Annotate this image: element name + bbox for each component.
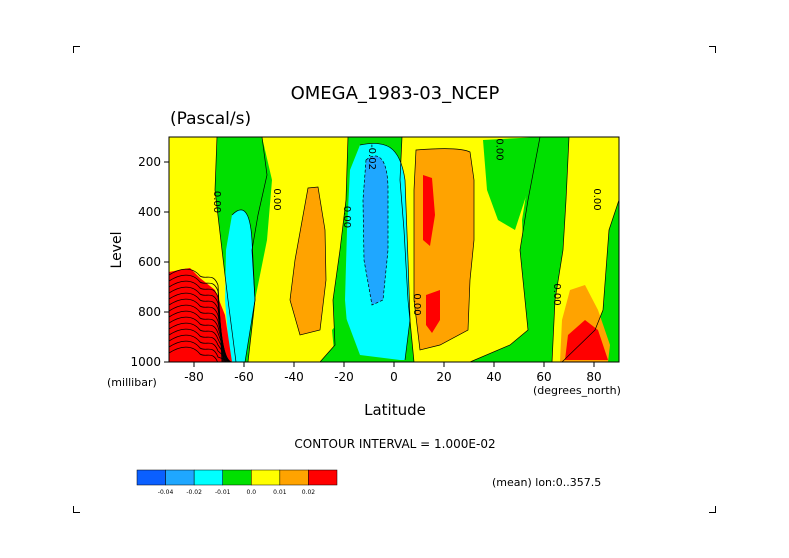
- chart-title: OMEGA_1983-03_NCEP: [291, 83, 500, 104]
- legend-label: 0.0: [247, 489, 257, 496]
- x-tick-label: 20: [436, 370, 451, 384]
- legend-label: -0.02: [186, 489, 202, 496]
- x-tick-label: -80: [184, 370, 204, 384]
- contour-label: 0.00: [411, 293, 422, 315]
- x-tick-label: 40: [486, 370, 501, 384]
- region-cyan-west: [225, 209, 255, 362]
- southwest-contour-line: [169, 292, 226, 362]
- x-tick-label: -60: [234, 370, 254, 384]
- legend-swatch: [279, 469, 309, 486]
- corner-mark-bottom-left: [73, 506, 80, 513]
- contour-outlines-dashed: [362, 155, 389, 306]
- region-green-north-cap: [483, 137, 540, 230]
- corner-mark-bottom-right: [709, 506, 716, 513]
- legend-label: -0.01: [215, 489, 231, 496]
- x-tick-label: -20: [334, 370, 354, 384]
- legend-swatch: [193, 469, 223, 486]
- y-axis: 200 400 600 800 1000: [130, 155, 169, 369]
- southwest-contour-line: [169, 298, 227, 362]
- x-axis: -80 -60 -40 -20 0 20 40 60 80: [184, 362, 602, 384]
- region-red-southwest: [169, 268, 232, 362]
- color-legend: -0.04 -0.02 -0.01 0.0 0.01 0.02: [136, 469, 338, 496]
- contour-label: 0.00: [211, 191, 222, 213]
- x-axis-units: (degrees_north): [533, 384, 621, 397]
- contour-label: 0.00: [494, 138, 505, 160]
- region-red-center-upper: [423, 175, 435, 246]
- region-red-center-lower: [426, 290, 440, 333]
- y-tick-label: 800: [138, 305, 161, 319]
- y-tick-label: 200: [138, 155, 161, 169]
- southwest-contour-line: [169, 310, 228, 362]
- legend-swatch: [308, 469, 338, 486]
- y-axis-units: (millibar): [107, 376, 157, 389]
- corner-mark-top-right: [709, 46, 716, 53]
- contour-label: 0.00: [271, 188, 282, 210]
- contour-outlines: [214, 137, 619, 362]
- southwest-contour-line: [169, 280, 224, 362]
- region-green-east-band: [522, 137, 569, 362]
- southwest-contour-line: [169, 274, 224, 362]
- contour-label: 0.00: [591, 188, 602, 210]
- y-tick-label: 1000: [130, 355, 161, 369]
- corner-mark-top-left: [73, 46, 80, 53]
- contour-labels: 0.00 0.00 0.00 -0.02 0.00 0.00 0.00 0.00: [211, 138, 602, 315]
- contour-label: 0.00: [551, 283, 562, 305]
- x-tick-label: 60: [536, 370, 551, 384]
- footer-text: (mean) lon:0..357.5: [492, 476, 601, 489]
- legend-swatch: [251, 469, 281, 486]
- southwest-contour-line: [169, 346, 233, 362]
- region-red-east: [565, 320, 608, 360]
- y-tick-label: 400: [138, 205, 161, 219]
- y-axis-label: Level: [109, 232, 125, 269]
- southwest-contour-line: [169, 286, 225, 362]
- plot-area: [169, 137, 619, 362]
- region-light-blue-core: [363, 155, 388, 305]
- contour-interval-text: CONTOUR INTERVAL = 1.000E-02: [294, 437, 495, 451]
- y-tick-label: 600: [138, 255, 161, 269]
- southwest-contour-line: [169, 340, 232, 362]
- legend-swatch: [136, 469, 166, 486]
- x-tick-label: 80: [586, 370, 601, 384]
- x-tick-label: 0: [390, 370, 398, 384]
- contour-label: -0.02: [366, 144, 377, 170]
- contour-label: 0.00: [341, 206, 352, 228]
- southwest-contour-line: [169, 334, 232, 362]
- legend-swatch: [165, 469, 195, 486]
- southwest-contour-line: [169, 268, 223, 362]
- region-orange-mid-left: [290, 187, 326, 335]
- legend-swatch: [222, 469, 252, 486]
- southwest-contour-line: [169, 304, 228, 362]
- region-green-center-bottom: [332, 315, 410, 362]
- southwest-contour-line: [169, 328, 231, 362]
- x-tick-label: -40: [284, 370, 304, 384]
- legend-label: -0.04: [158, 489, 174, 496]
- southwest-contour-line: [169, 322, 230, 362]
- legend-label: 0.01: [273, 489, 287, 496]
- legend-label: 0.02: [302, 489, 316, 496]
- chart-subtitle: (Pascal/s): [170, 109, 251, 129]
- southwest-contour-lines: [169, 268, 233, 362]
- x-axis-label: Latitude: [364, 401, 426, 419]
- southwest-contour-line: [169, 316, 229, 362]
